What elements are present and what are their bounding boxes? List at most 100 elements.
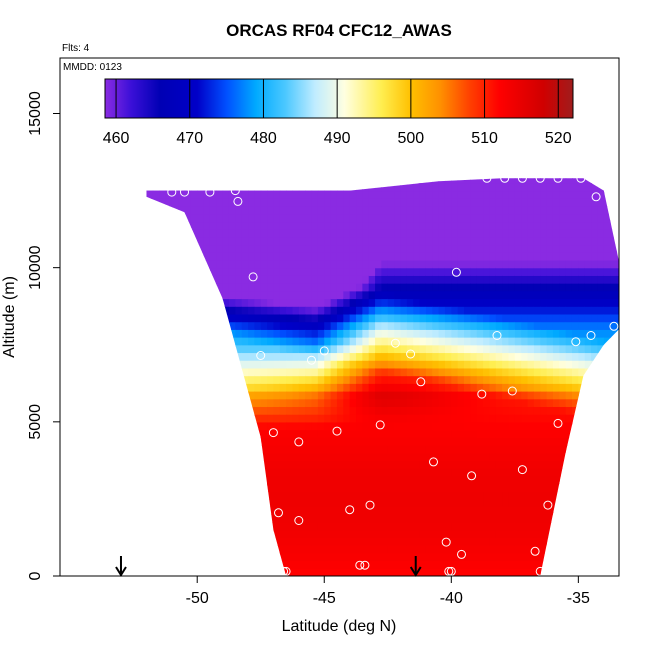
field-cell [483,221,491,230]
field-cell [375,275,383,284]
field-cell [209,375,217,384]
field-cell [203,429,211,438]
field-cell [381,229,389,238]
field-cell [159,391,167,400]
field-cell [203,421,211,431]
field-cell [171,283,179,292]
field-cell [356,213,363,223]
field-cell [279,236,287,246]
field-cell [235,452,243,461]
field-cell [241,475,249,485]
field-cell [394,537,402,546]
field-cell [171,414,179,423]
field-cell [464,283,471,292]
field-cell [228,398,236,408]
sample-point [576,173,586,183]
field-cell [241,267,249,276]
field-cell [591,460,598,469]
field-cell [394,236,402,246]
field-cell [591,437,598,446]
field-cell [540,198,548,207]
field-cell [184,344,192,354]
field-cell [502,329,510,338]
field-cell [267,375,275,384]
field-cell [425,383,433,392]
field-cell [546,329,554,338]
field-cell [464,306,471,315]
field-cell [381,367,389,377]
field-cell [197,321,205,330]
field-cell [152,313,160,323]
field-cell [362,213,370,223]
field-cell [438,552,446,562]
field-cell [559,221,567,230]
field-cell [413,514,421,523]
field-cell [311,221,319,230]
field-cell [540,259,548,269]
field-cell [330,198,338,207]
field-cell [235,221,243,230]
field-cell [267,360,275,369]
field-cell [527,568,535,576]
field-cell [317,290,325,300]
field-cell [464,468,471,477]
field-cell [502,290,510,300]
field-cell [184,313,192,323]
field-cell [362,352,370,361]
field-cell [324,221,332,230]
field-cell [146,506,154,515]
field-cell [273,475,281,485]
field-cell [209,560,217,569]
field-cell [470,421,478,431]
field-cell [419,329,427,338]
field-cell [311,437,319,446]
field-cell [178,452,186,461]
field-cell [527,406,535,415]
field-cell [324,414,332,423]
field-cell [343,321,351,330]
field-cell [616,537,619,546]
field-cell [603,298,611,307]
field-cell [368,421,376,431]
field-cell [381,383,389,392]
field-cell [311,306,319,315]
field-cell [343,275,351,284]
field-cell [495,344,503,354]
field-cell [305,178,313,184]
field-cell [203,529,211,539]
field-cell [470,367,478,377]
field-cell [565,367,573,377]
field-cell [222,236,230,246]
field-cell [527,206,535,215]
field-cell [152,275,160,284]
field-cell [254,475,262,485]
field-cell [597,313,605,323]
field-cell [375,537,383,546]
field-cell [565,398,573,408]
field-cell [152,568,160,576]
field-cell [591,475,598,485]
field-cell [438,375,446,384]
field-cell [540,437,548,446]
field-cell [394,406,402,415]
sample-point [591,192,601,202]
field-cell [559,529,567,539]
field-cell [254,498,262,508]
field-cell [502,537,510,546]
field-cell [610,506,618,515]
field-cell [235,437,243,446]
field-cell [254,275,262,284]
field-cell [305,498,313,508]
field-cell [508,452,516,461]
field-cell [546,391,554,400]
field-cell [292,198,300,207]
field-cell [190,414,198,423]
field-cell [292,259,300,269]
field-cell [260,421,268,431]
field-cell [222,429,230,438]
field-cell [457,306,465,315]
field-cell [521,514,529,523]
field-cell [171,514,179,523]
field-cell [470,529,478,539]
field-cell [406,444,414,454]
